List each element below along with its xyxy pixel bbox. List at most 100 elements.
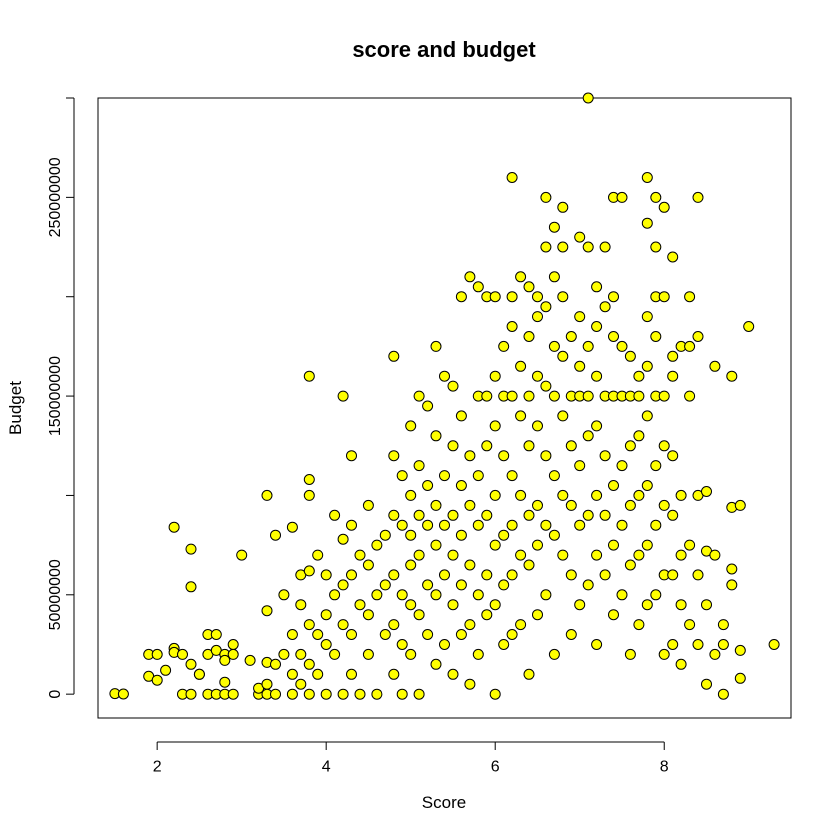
scatter-point [532,370,543,382]
scatter-point [422,480,434,491]
scatter-point [641,410,653,422]
scatter-point [667,639,679,650]
scatter-point [582,509,594,521]
scatter-point [320,569,332,581]
scatter-point [329,648,341,660]
scatter-point [312,668,324,680]
x-tick-label: 8 [660,758,669,775]
scatter-point [388,569,400,581]
scatter-point [532,539,543,551]
scatter-point [523,331,535,342]
scatter-point [422,629,434,640]
scatter-point [413,549,425,561]
scatter-point [430,340,442,352]
scatter-point [532,609,543,621]
scatter-point [726,563,738,575]
scatter-point [675,489,687,501]
scatter-point [608,331,619,342]
scatter-point [489,539,501,551]
scatter-point [337,533,349,545]
scatter-point [650,331,662,342]
scatter-point [616,519,628,531]
scatter-point [523,281,535,293]
scatter-point [582,430,594,442]
scatter-point [379,579,391,591]
scatter-point [481,390,493,402]
scatter-point [658,440,670,452]
scatter-point [295,648,307,660]
scatter-point [667,370,679,382]
scatter-point [464,619,476,631]
scatter-point [574,360,586,372]
scatter-point [354,549,366,561]
scatter-point [227,648,239,660]
scatter-point [540,589,552,601]
scatter-point [532,499,543,511]
scatter-point [616,589,628,601]
scatter-point [591,321,603,332]
scatter-point [591,281,603,293]
scatter-point [177,648,188,660]
scatter-point [684,291,696,303]
scatter-point [455,291,467,303]
scatter-point [633,549,645,561]
scatter-point [472,519,484,531]
scatter-point [608,609,619,621]
scatter-point [641,599,653,611]
scatter-point [236,549,248,561]
scatter-point [548,271,560,283]
scatter-point [557,410,569,422]
scatter-point [684,340,696,352]
scatter-point [270,688,281,700]
scatter-point [413,390,425,402]
scatter-point [396,519,408,531]
scatter-point [717,688,729,700]
scatter-point [701,599,712,611]
scatter-point [489,291,501,303]
scatter-point [371,589,383,601]
scatter-point [599,450,611,462]
scatter-point [624,559,636,571]
scatter-point [498,529,510,541]
scatter-point [548,648,560,660]
scatter-point [540,191,552,203]
scatter-point [312,549,324,561]
scatter-point [219,676,231,688]
scatter-point [261,489,273,501]
scatter-point [658,648,670,660]
scatter-point [430,430,442,442]
scatter-point [379,629,391,640]
scatter-point [413,509,425,521]
scatter-point [481,509,493,521]
scatter-point [565,569,577,581]
scatter-point [675,549,687,561]
scatter-point [532,311,543,323]
scatter-point [464,450,476,462]
scatter-point [439,639,450,650]
scatter-point [582,579,594,591]
scatter-point [337,619,349,631]
scatter-point [574,231,586,243]
scatter-point [422,400,434,412]
scatter-point [447,440,459,452]
scatter-point [227,639,239,650]
scatter-point [523,440,535,452]
scatter-point [422,519,434,531]
scatter-point [532,291,543,303]
y-tick-label: 250000000 [47,157,64,237]
scatter-point [346,519,357,531]
scatter-point [548,470,560,482]
scatter-point [362,499,374,511]
scatter-point [329,509,341,521]
scatter-point [362,648,374,660]
y-tick-label: 0 [47,690,64,699]
scatter-point [388,619,400,631]
scatter-point [160,664,172,676]
scatter-point [650,589,662,601]
scatter-point [591,489,603,501]
scatter-point [303,688,315,700]
scatter-point [422,579,434,591]
scatter-point [624,350,636,362]
scatter-point [210,629,222,640]
scatter-point [650,519,662,531]
